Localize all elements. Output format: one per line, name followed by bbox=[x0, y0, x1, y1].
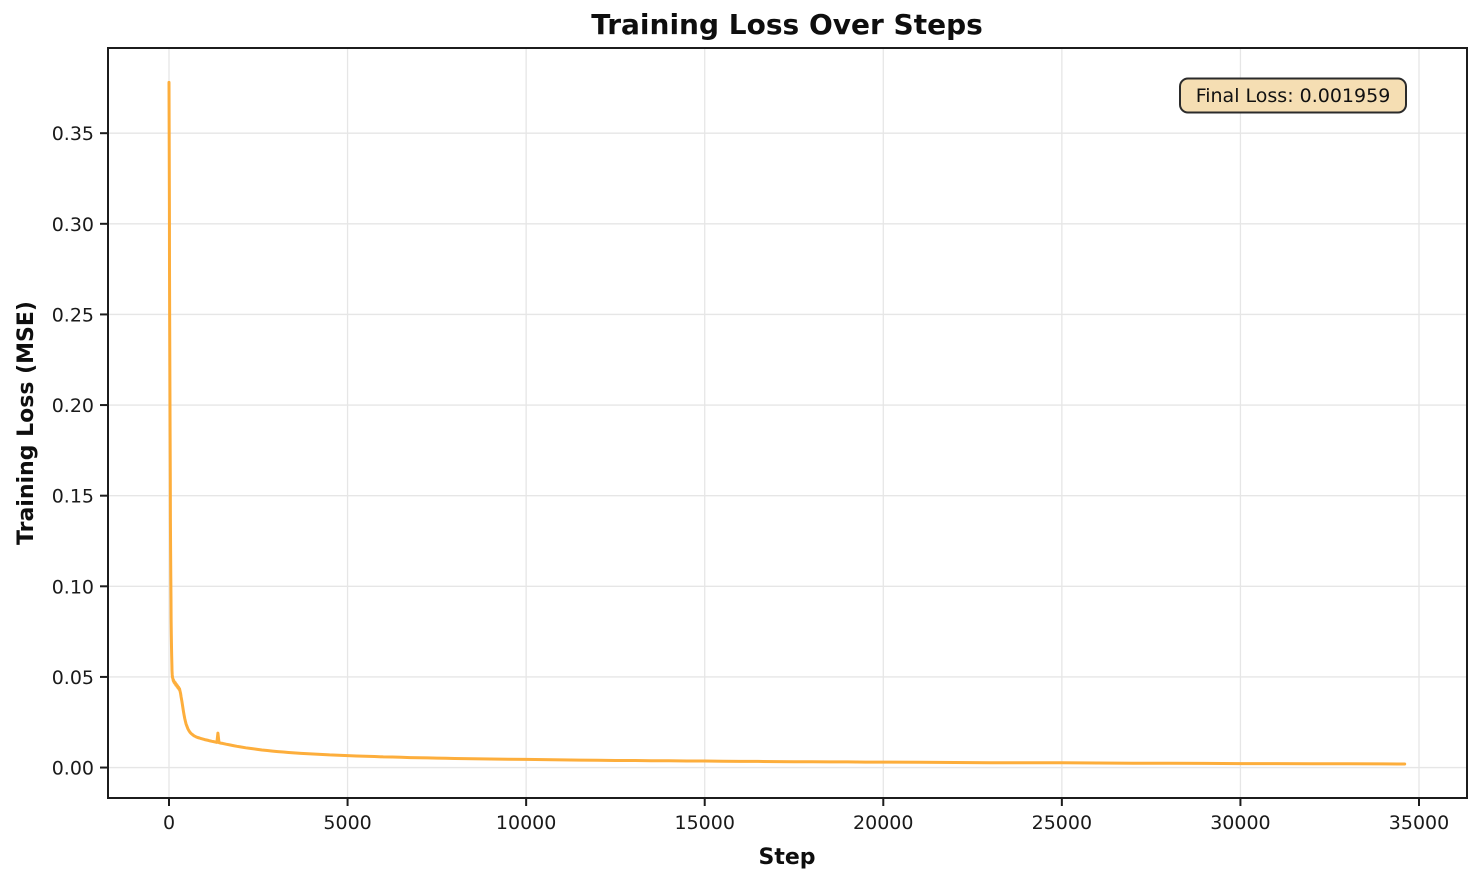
x-tick-label: 25000 bbox=[1032, 812, 1092, 834]
axis-ticks bbox=[100, 132, 1420, 806]
y-tick-label: 0.25 bbox=[52, 304, 94, 326]
x-axis-label: Step bbox=[758, 845, 815, 870]
x-tick-label: 35000 bbox=[1389, 812, 1449, 834]
x-tick-label: 10000 bbox=[496, 812, 556, 834]
plot-frame bbox=[107, 47, 1468, 799]
x-tick-label: 5000 bbox=[323, 812, 371, 834]
final-loss-annotation: Final Loss: 0.001959 bbox=[1179, 77, 1407, 114]
x-tick-label: 0 bbox=[163, 812, 175, 834]
chart-title: Training Loss Over Steps bbox=[591, 8, 983, 41]
x-tick-label: 20000 bbox=[853, 812, 913, 834]
y-tick-label: 0.15 bbox=[52, 486, 94, 508]
loss-curve bbox=[167, 80, 1407, 766]
y-tick-labels: 0.00 0.05 0.10 0.15 0.20 0.25 0.30 0.35 bbox=[52, 123, 94, 779]
annotation-box bbox=[1179, 77, 1407, 114]
annotation-label: Final Loss: 0.001959 bbox=[1196, 85, 1391, 107]
y-tick-label: 0.00 bbox=[52, 758, 94, 780]
y-tick-label: 0.20 bbox=[52, 395, 94, 417]
y-tick-label: 0.05 bbox=[52, 667, 94, 689]
y-axis-label: Training Loss (MSE) bbox=[14, 301, 39, 545]
x-tick-label: 15000 bbox=[674, 812, 734, 834]
series-lines bbox=[167, 80, 1407, 766]
x-tick-labels: 0 5000 10000 15000 20000 25000 30000 35000 bbox=[163, 812, 1449, 834]
y-tick-label: 0.30 bbox=[52, 214, 94, 236]
y-tick-label: 0.10 bbox=[52, 576, 94, 598]
gridlines bbox=[108, 48, 1467, 798]
y-tick-label: 0.35 bbox=[52, 123, 94, 145]
x-tick-label: 30000 bbox=[1210, 812, 1270, 834]
